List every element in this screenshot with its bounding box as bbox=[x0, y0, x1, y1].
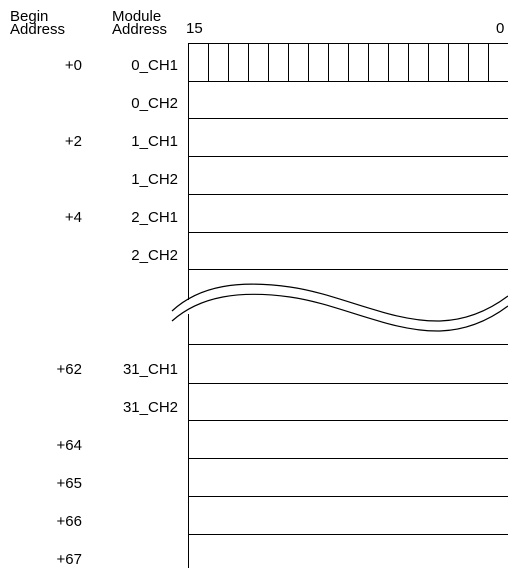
module-address-label: 2_CH2 bbox=[131, 247, 178, 264]
module-address-label: 0_CH1 bbox=[131, 57, 178, 74]
bit-0-label: 0 bbox=[496, 20, 505, 37]
begin-address-label: +64 bbox=[56, 437, 82, 454]
begin-address-label: +4 bbox=[64, 209, 82, 226]
module-address-label: 31_CH1 bbox=[122, 361, 178, 378]
module-address-label: 1_CH2 bbox=[131, 171, 178, 188]
module-address-label: 0_CH2 bbox=[131, 95, 178, 112]
module-address-header-line1: Module bbox=[112, 8, 162, 25]
begin-address-label: +2 bbox=[64, 133, 82, 150]
begin-address-header-line1: Begin bbox=[10, 8, 49, 25]
begin-address-header-line2: Address bbox=[10, 21, 66, 38]
begin-address-label: +67 bbox=[56, 551, 82, 568]
break-wave-lower bbox=[171, 293, 508, 332]
begin-address-label: +66 bbox=[56, 513, 82, 530]
break-mask bbox=[180, 282, 508, 332]
module-address-label: 31_CH2 bbox=[122, 399, 178, 416]
module-address-label: 2_CH1 bbox=[131, 209, 178, 226]
break-symbol bbox=[171, 283, 508, 332]
module-address-label: 1_CH1 bbox=[131, 133, 178, 150]
begin-address-label: +62 bbox=[56, 361, 82, 378]
begin-address-label: +65 bbox=[56, 475, 82, 492]
begin-address-label: +0 bbox=[64, 57, 82, 74]
module-address-header-line2: Address bbox=[112, 21, 168, 38]
bit-15-label: 15 bbox=[186, 20, 203, 37]
break-wave-upper bbox=[171, 283, 508, 322]
bit-cell-grid bbox=[208, 43, 489, 81]
